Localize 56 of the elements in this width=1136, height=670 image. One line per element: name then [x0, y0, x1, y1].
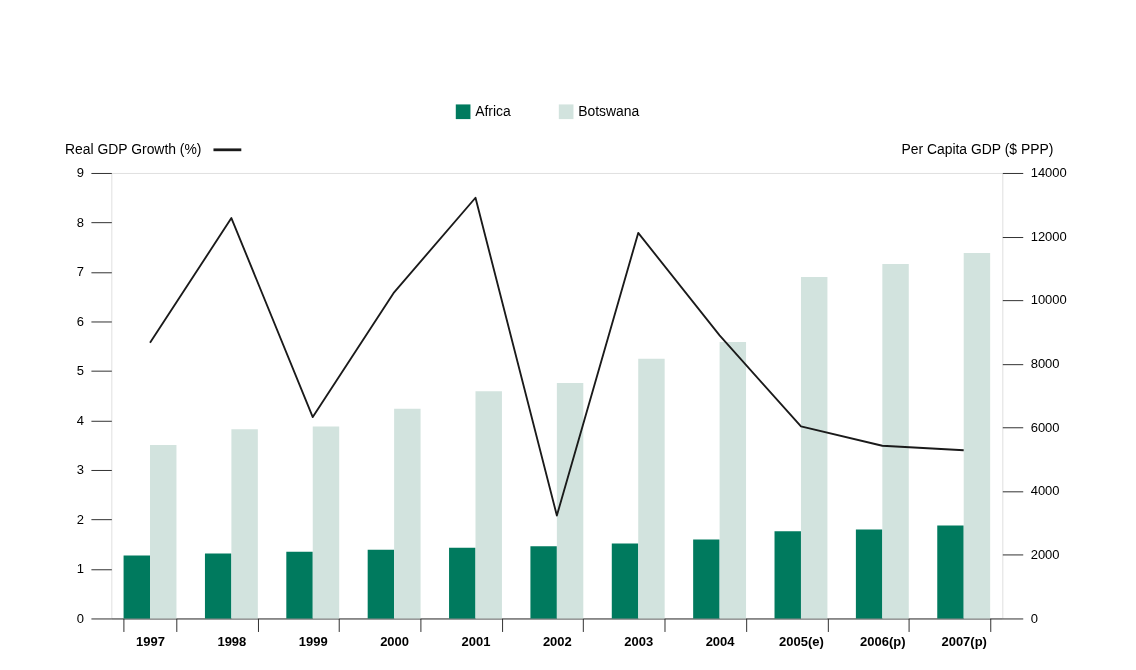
bar — [963, 252, 991, 619]
y-tick-label: 0 — [76, 610, 84, 626]
y-tick-label: 3 — [76, 462, 84, 478]
x-tick-label: 1998 — [217, 633, 247, 649]
y2-tick-label: 2000 — [1030, 547, 1060, 563]
bar — [204, 553, 232, 619]
legend-label: Botswana — [578, 103, 640, 120]
y2-tick-label: 8000 — [1030, 356, 1060, 372]
y-tick-label: 7 — [76, 264, 84, 280]
bar — [150, 445, 177, 619]
bar — [800, 277, 828, 619]
y2-tick-label: 4000 — [1030, 483, 1060, 499]
x-tick-label: 2005(e) — [779, 633, 824, 649]
bar — [611, 543, 639, 619]
bar — [693, 539, 720, 619]
y-tick-label: 8 — [76, 214, 84, 230]
y2-tick-label: 0 — [1030, 610, 1038, 626]
y2-tick-label: 10000 — [1030, 292, 1067, 308]
y-tick-label: 5 — [76, 363, 84, 379]
legend-label: Africa — [475, 103, 511, 120]
bar — [475, 391, 502, 619]
bar — [123, 555, 151, 619]
x-tick-label: 2002 — [542, 633, 572, 649]
bar — [855, 529, 883, 619]
x-tick-label: 2001 — [461, 633, 491, 649]
y-tick-label: 2 — [76, 511, 84, 527]
bar — [638, 358, 665, 619]
line-series — [149, 196, 965, 517]
bar — [367, 549, 395, 619]
y-tick-label: 9 — [76, 165, 84, 181]
y-tick-label: 1 — [76, 561, 84, 577]
y2-tick-label: 14000 — [1030, 165, 1067, 181]
bar — [937, 525, 964, 619]
bar — [530, 546, 557, 619]
bar — [286, 551, 313, 619]
y2-tick-label: 6000 — [1030, 419, 1060, 435]
x-tick-label: 1997 — [136, 633, 165, 649]
bar — [882, 264, 909, 619]
bar — [394, 408, 421, 619]
bar — [556, 383, 584, 619]
bar — [449, 547, 476, 619]
x-tick-label: 2000 — [380, 633, 410, 649]
y-tick-label: 4 — [76, 412, 84, 428]
bar — [774, 531, 801, 619]
y-tick-label: 6 — [76, 313, 84, 329]
x-tick-label: 2006(p) — [860, 633, 906, 649]
y2-tick-label: 12000 — [1030, 228, 1067, 244]
bar — [719, 341, 747, 619]
x-tick-label: 2007(p) — [941, 633, 987, 649]
x-tick-label: 2004 — [705, 633, 736, 649]
x-tick-label: 2003 — [624, 633, 654, 649]
x-tick-label: 1999 — [298, 633, 328, 649]
bar — [231, 429, 258, 619]
y-axis-title: Real GDP Growth (%) — [64, 140, 202, 157]
y2-axis-title: Per Capita GDP ($ PPP) — [901, 140, 1054, 157]
bar — [312, 426, 340, 619]
